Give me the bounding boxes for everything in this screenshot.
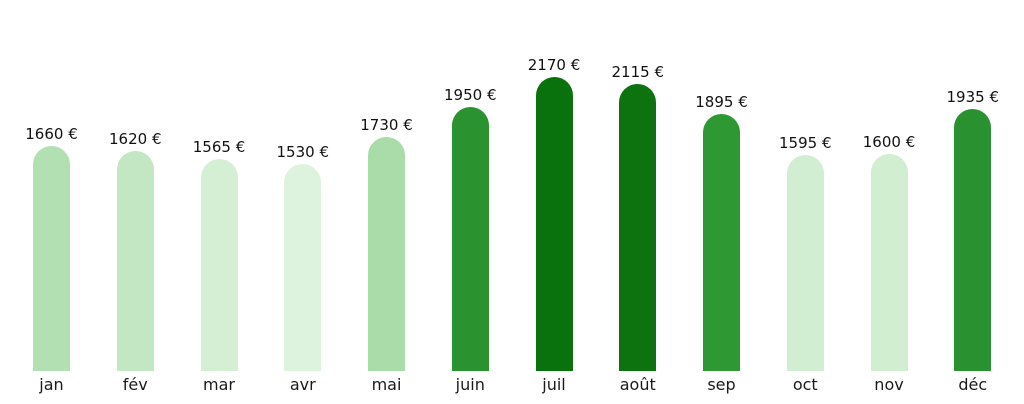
- bar-mai: [368, 137, 405, 371]
- x-tick-label: juin: [455, 375, 485, 394]
- bar-value-label: 1895 €: [695, 93, 748, 111]
- bar-value-label: 1660 €: [25, 125, 78, 143]
- x-tick-label: août: [619, 375, 656, 394]
- bar-value-label: 1620 €: [109, 130, 162, 148]
- bar-fév: [116, 151, 154, 371]
- bar-nov: [870, 154, 908, 371]
- bar-juin: [451, 107, 489, 371]
- x-tick-label: avr: [289, 375, 316, 394]
- bar-mar: [200, 159, 238, 371]
- bar-déc: [954, 109, 992, 371]
- bar-avr: [284, 164, 322, 371]
- bar-value-label: 2170 €: [527, 56, 581, 74]
- x-tick-label: juil: [542, 375, 566, 394]
- x-tick-label: jan: [39, 375, 64, 394]
- x-tick-label: déc: [958, 375, 988, 394]
- bar-value-label: 1530 €: [276, 143, 330, 161]
- x-tick-label: fév: [122, 375, 148, 394]
- bar-jan: [33, 146, 70, 371]
- bar-value-label: 1600 €: [862, 133, 916, 151]
- bar-value-label: 1935 €: [946, 88, 1000, 106]
- x-tick-label: mar: [203, 375, 235, 394]
- x-tick-label: mai: [371, 375, 402, 394]
- bar-oct: [786, 155, 824, 371]
- bar-value-label: 1565 €: [192, 138, 246, 156]
- x-tick-label: oct: [792, 375, 818, 394]
- bar-août: [619, 84, 657, 371]
- x-tick-label: nov: [874, 375, 904, 394]
- bar-sep: [703, 114, 740, 371]
- bar-value-label: 1595 €: [779, 134, 832, 152]
- bar-value-label: 1730 €: [360, 116, 413, 134]
- bar-juil: [535, 77, 573, 371]
- bar-value-label: 2115 €: [611, 63, 665, 81]
- x-tick-label: sep: [707, 375, 736, 394]
- bar-value-label: 1950 €: [444, 86, 497, 104]
